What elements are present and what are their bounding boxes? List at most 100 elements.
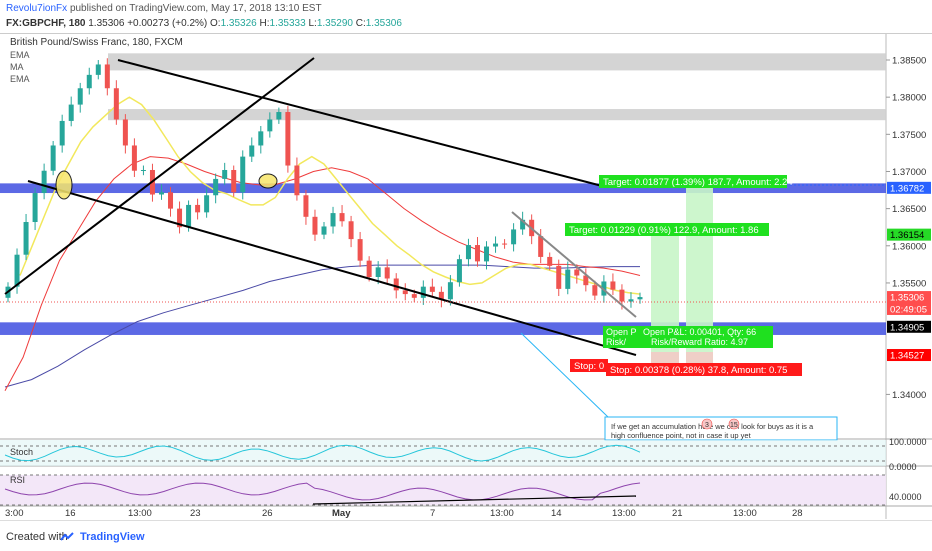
candle-body[interactable] — [231, 169, 237, 193]
open-pnl-group-2[interactable]: Open P&L: 0.00401, Qty: 66 Risk/Reward R… — [639, 326, 773, 348]
zone-resistance[interactable] — [108, 53, 886, 71]
touch-marker-2[interactable] — [258, 173, 278, 189]
candles-layer[interactable] — [5, 58, 643, 310]
candle-body[interactable] — [177, 208, 183, 228]
candle-body[interactable] — [538, 236, 544, 257]
candle-body[interactable] — [556, 265, 562, 289]
candle-body[interactable] — [493, 243, 499, 247]
candle-body[interactable] — [222, 169, 228, 179]
candle-body[interactable] — [438, 291, 444, 300]
ema-slow-line[interactable] — [4, 264, 640, 388]
candle-body[interactable] — [366, 260, 372, 277]
candle-body[interactable] — [465, 245, 471, 260]
trendline-upper-channel[interactable] — [117, 59, 607, 188]
candle-body[interactable] — [294, 165, 300, 196]
zone-support[interactable] — [0, 183, 886, 194]
candle-body[interactable] — [321, 226, 327, 235]
legend-ema-1[interactable]: EMA — [10, 50, 30, 60]
candle-body[interactable] — [474, 245, 480, 262]
touch-marker-1[interactable] — [55, 170, 73, 200]
candle-body[interactable] — [122, 119, 128, 146]
candle-body[interactable] — [77, 88, 83, 105]
candle-body[interactable] — [574, 269, 580, 276]
candle-body[interactable] — [213, 178, 219, 196]
rsi-divergence-line[interactable] — [312, 495, 637, 505]
candle-body[interactable] — [158, 192, 164, 195]
candle-body[interactable] — [113, 88, 119, 120]
ma-line[interactable] — [4, 156, 641, 391]
candle-body[interactable] — [592, 285, 598, 296]
trendline-lower-channel[interactable] — [27, 180, 637, 356]
candle-body[interactable] — [204, 195, 210, 213]
legend-ma[interactable]: MA — [10, 62, 24, 72]
candle-body[interactable] — [131, 145, 137, 171]
stop-label-group-1[interactable]: Stop: 0 — [570, 359, 608, 372]
time-axis[interactable]: 3:00 16 13:00 23 26 May 7 13:00 14 13:00 21 13:00 28 — [5, 508, 803, 519]
rsi-pane[interactable] — [0, 475, 886, 505]
comment-count-icon-2[interactable] — [728, 418, 740, 430]
candle-body[interactable] — [59, 120, 65, 146]
candle-body[interactable] — [267, 119, 273, 132]
candle-body[interactable] — [628, 299, 634, 302]
candle-body[interactable] — [511, 229, 517, 245]
candle-body[interactable] — [456, 259, 462, 283]
candle-body[interactable] — [50, 145, 56, 171]
candle-body[interactable] — [420, 286, 426, 298]
candle-body[interactable] — [240, 156, 246, 193]
candle-body[interactable] — [312, 216, 318, 235]
candle-body[interactable] — [357, 239, 363, 261]
candle-body[interactable] — [384, 267, 390, 279]
callout-box[interactable]: If we get an accumulation here we can lo… — [604, 416, 838, 441]
candle-body[interactable] — [41, 170, 47, 194]
candle-body[interactable] — [393, 278, 399, 291]
candle-body[interactable] — [104, 64, 110, 89]
main-pane[interactable] — [0, 34, 886, 439]
candle-body[interactable] — [186, 204, 192, 228]
candle-body[interactable] — [402, 290, 408, 295]
candle-body[interactable] — [547, 256, 553, 266]
candle-body[interactable] — [484, 246, 490, 262]
candle-body[interactable] — [348, 221, 354, 240]
ema-fast-line[interactable] — [19, 96, 641, 295]
candle-body[interactable] — [619, 289, 625, 302]
comment-count-icon-1[interactable] — [701, 418, 713, 430]
candle-body[interactable] — [32, 193, 38, 223]
stop-label-group-2[interactable]: Stop: 0.00378 (0.28%) 37.8, Amount: 0.75 — [606, 363, 802, 376]
trendline-wedge-top[interactable] — [511, 211, 637, 318]
target-label-1-group[interactable]: Target: 0.01877 (1.39%) 187.7, Amount: 2… — [599, 175, 793, 188]
candle-body[interactable] — [375, 267, 381, 277]
candle-body[interactable] — [610, 281, 616, 290]
candle-body[interactable] — [520, 219, 526, 230]
legend-ema-2[interactable]: EMA — [10, 74, 30, 84]
candle-body[interactable] — [23, 222, 29, 255]
candle-body[interactable] — [330, 213, 336, 227]
rsi-line[interactable] — [4, 482, 641, 501]
candle-body[interactable] — [429, 286, 435, 292]
candle-body[interactable] — [637, 297, 643, 300]
candle-body[interactable] — [86, 74, 92, 89]
tradingview-brand[interactable]: TradingView — [80, 531, 145, 543]
candle-body[interactable] — [276, 112, 282, 120]
stoch-k-line[interactable] — [4, 444, 641, 462]
candle-body[interactable] — [447, 282, 453, 300]
zone-resistance[interactable] — [108, 109, 886, 121]
candle-body[interactable] — [502, 243, 508, 245]
author-link[interactable]: Revolu7ionFx — [6, 3, 68, 14]
open-pnl-group-1[interactable]: Open P Risk/ — [603, 326, 643, 348]
price-scale[interactable]: 1.38500 1.38000 1.37500 1.37000 1.36500 1.360… — [886, 56, 926, 401]
stoch-pane[interactable] — [0, 440, 886, 466]
candle-body[interactable] — [168, 192, 174, 209]
candle-body[interactable] — [258, 131, 264, 146]
candle-body[interactable] — [285, 112, 291, 166]
candle-body[interactable] — [411, 294, 417, 298]
candle-body[interactable] — [583, 275, 589, 286]
candle-body[interactable] — [95, 64, 101, 75]
candle-body[interactable] — [339, 213, 345, 222]
candle-body[interactable] — [565, 269, 571, 289]
candle-body[interactable] — [68, 104, 74, 121]
target-label-2-group[interactable]: Target: 0.01229 (0.91%) 122.9, Amount: 1… — [565, 223, 769, 236]
chart-area[interactable]: Target: 0.01877 (1.39%) 187.7, Amount: 2… — [0, 33, 932, 519]
chart-svg[interactable]: Target: 0.01877 (1.39%) 187.7, Amount: 2… — [0, 34, 932, 519]
candle-body[interactable] — [140, 169, 146, 171]
candle-body[interactable] — [303, 195, 309, 217]
